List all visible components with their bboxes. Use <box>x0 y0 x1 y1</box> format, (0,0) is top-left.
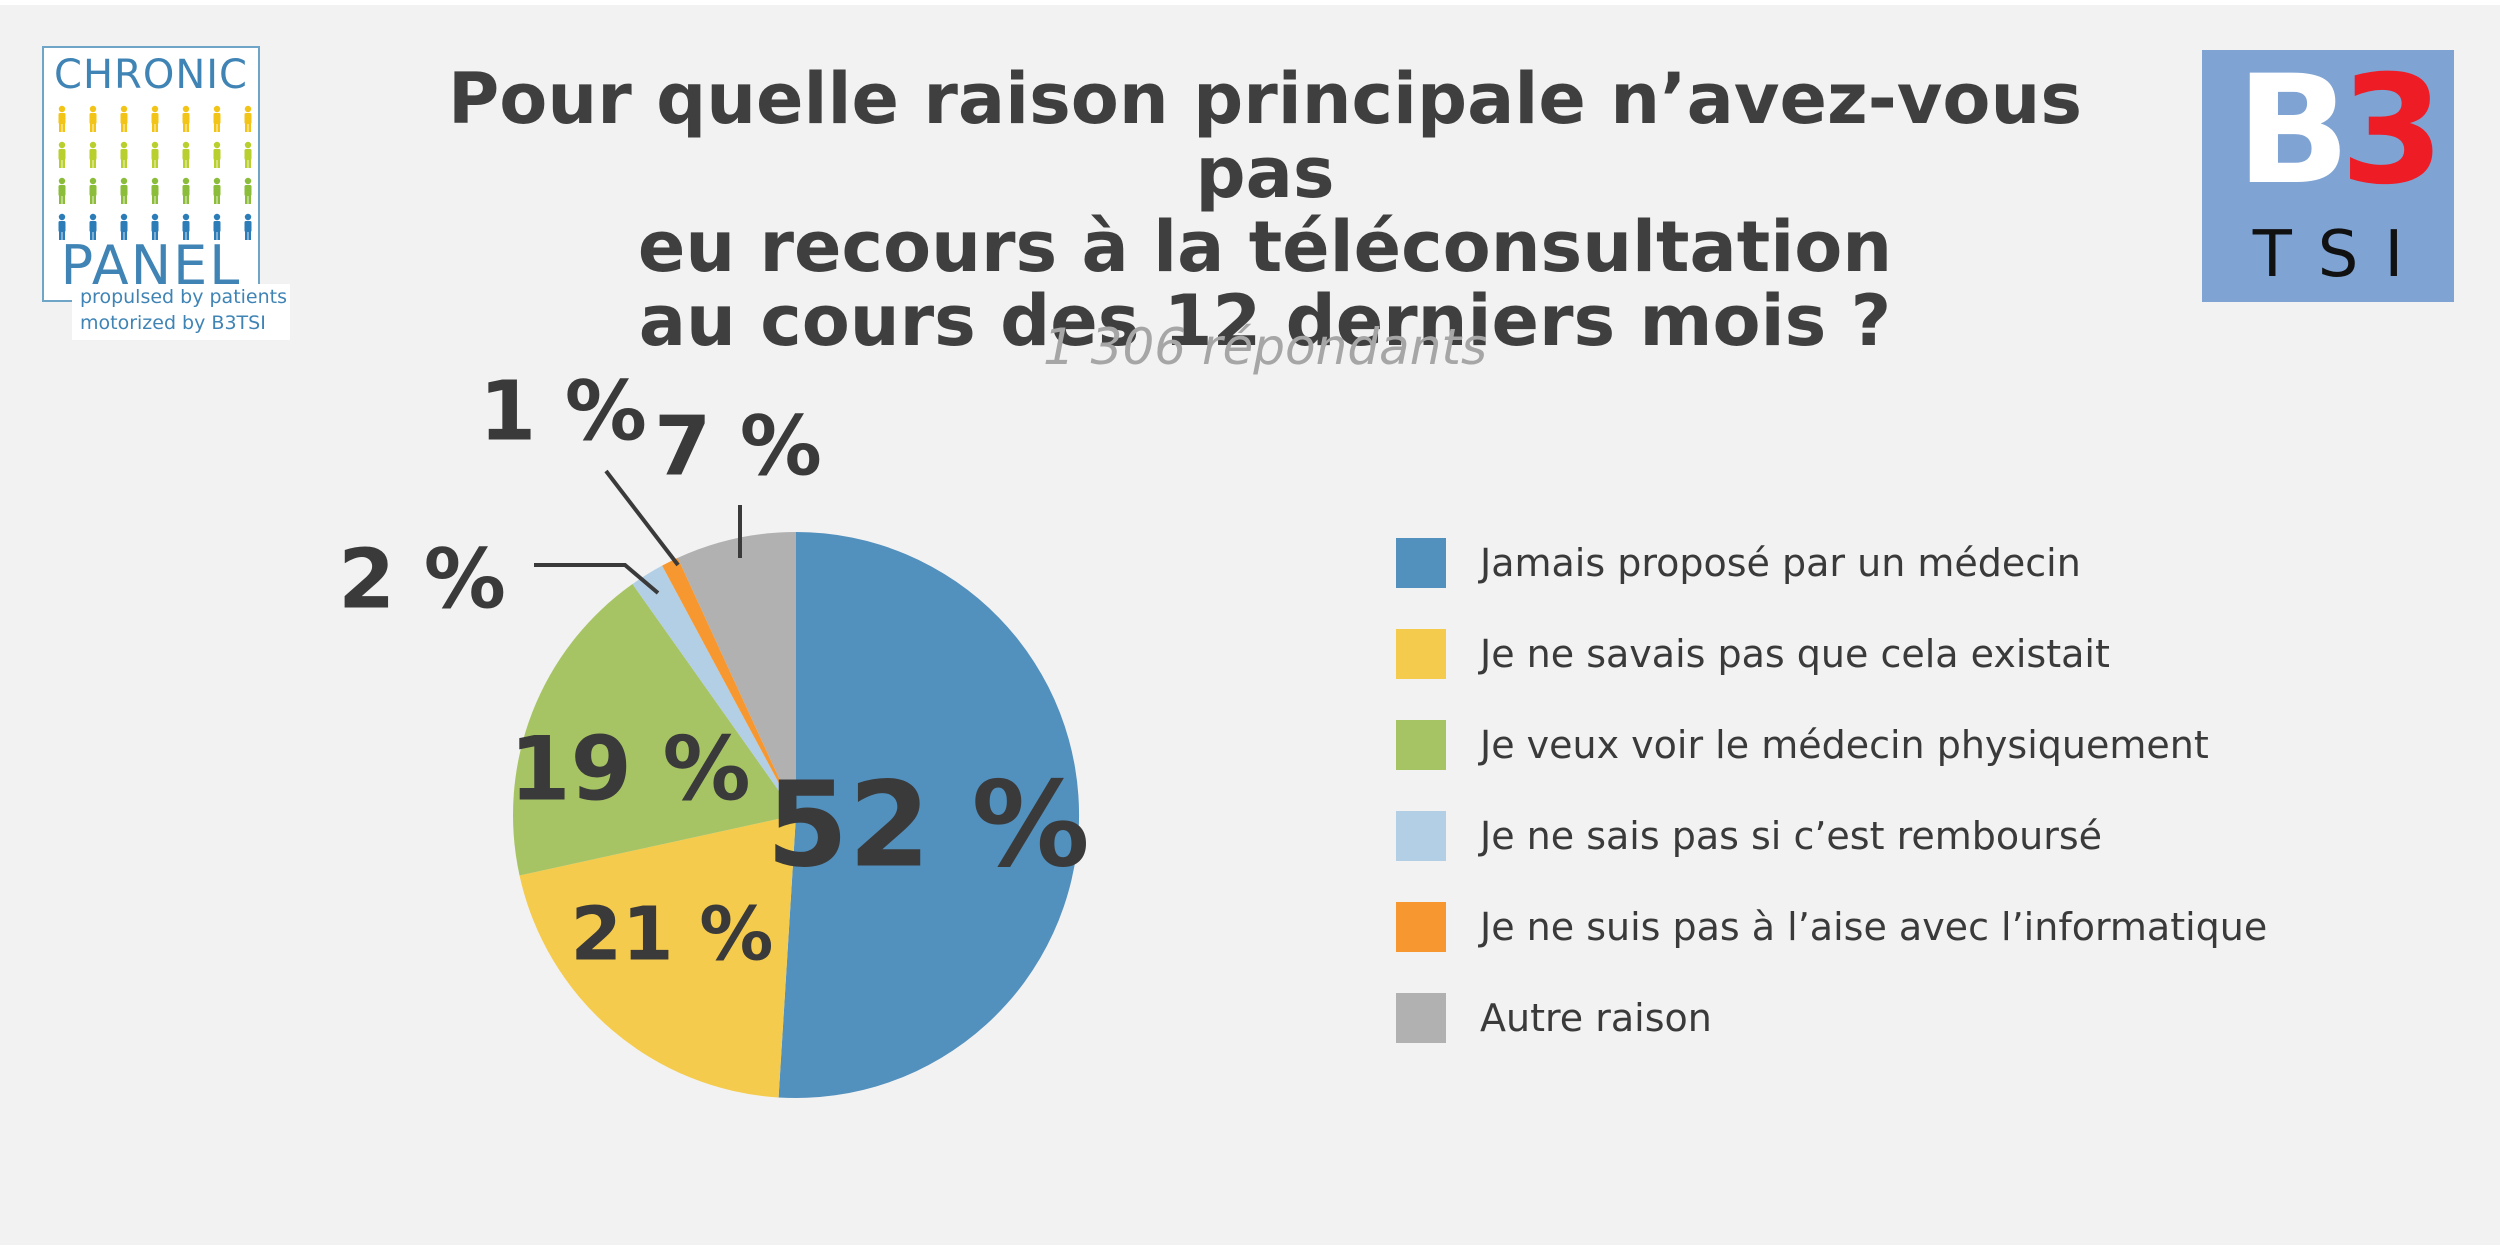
person-icon <box>89 213 97 240</box>
chart-title: Pour quelle raison principale n’avez-vou… <box>400 62 2130 358</box>
title-line-3: au cours des 12 derniers mois ? <box>638 280 1892 362</box>
legend-swatch <box>1396 993 1446 1043</box>
leader-line <box>604 469 680 567</box>
person-icon <box>182 177 190 204</box>
legend-label: Je ne savais pas que cela existait <box>1480 632 2110 676</box>
b3-logo-tsi: TSI <box>2252 218 2430 292</box>
pie-slice <box>778 532 1080 1098</box>
pie-slice <box>677 532 796 815</box>
legend-swatch <box>1396 538 1446 588</box>
pie-slice <box>662 557 796 815</box>
slice-data-label: 21 % <box>571 892 774 978</box>
person-icon <box>244 177 252 204</box>
person-icon <box>120 213 128 240</box>
legend-swatch <box>1396 720 1446 770</box>
pie-slice <box>512 584 796 876</box>
person-icon <box>213 177 221 204</box>
legend-swatch <box>1396 811 1446 861</box>
person-icon <box>58 213 66 240</box>
person-icon <box>151 213 159 240</box>
title-line-1: Pour quelle raison principale n’avez-vou… <box>448 58 2082 214</box>
person-icon <box>244 141 252 168</box>
person-icon <box>213 213 221 240</box>
slice-data-label: 52 % <box>766 755 1090 893</box>
person-icon <box>89 177 97 204</box>
person-icon <box>213 141 221 168</box>
person-icon <box>58 105 66 132</box>
respondent-count: 1 306 répondants <box>1042 318 1488 376</box>
top-border <box>0 0 2500 5</box>
legend-swatch <box>1396 902 1446 952</box>
person-icon <box>244 213 252 240</box>
person-icon <box>182 213 190 240</box>
chronic-panel-logo: CHRONIC PANEL <box>42 46 260 302</box>
legend-label: Jamais proposé par un médecin <box>1480 541 2081 585</box>
person-icon <box>151 177 159 204</box>
tagline-line-1: propulsed by patients <box>80 286 288 308</box>
person-icon <box>58 177 66 204</box>
person-icon <box>89 105 97 132</box>
b3-logo-digit-3: 3 <box>2340 44 2445 218</box>
person-icon <box>120 105 128 132</box>
person-icon <box>89 141 97 168</box>
legend-label: Je veux voir le médecin physiquement <box>1480 723 2209 767</box>
legend-label: Je ne sais pas si c’est remboursé <box>1480 814 2103 858</box>
slice-data-label: 7 % <box>654 400 822 495</box>
bottom-border <box>0 1245 2500 1255</box>
slice-data-label: 2 % <box>338 533 506 628</box>
pie-slice <box>519 815 796 1098</box>
title-line-2: eu recours à la téléconsultation <box>637 206 1893 288</box>
slice-data-label: 19 % <box>509 718 750 821</box>
tagline-line-2: motorized by B3TSI <box>80 312 266 334</box>
legend-swatch <box>1396 629 1446 679</box>
people-icon-grid <box>58 105 252 240</box>
logo-word-chronic: CHRONIC <box>54 52 248 98</box>
legend-label: Je ne suis pas à l’aise avec l’informati… <box>1480 905 2268 949</box>
b3-logo-letter-b: B <box>2236 44 2351 218</box>
pie-slice <box>632 565 796 815</box>
slice-data-label: 1 % <box>479 365 647 460</box>
person-icon <box>151 105 159 132</box>
person-icon <box>182 105 190 132</box>
legend-label: Autre raison <box>1480 996 1712 1040</box>
person-icon <box>244 105 252 132</box>
person-icon <box>151 141 159 168</box>
person-icon <box>120 177 128 204</box>
chronic-panel-tagline: propulsed by patients motorized by B3TSI <box>72 284 290 340</box>
person-icon <box>120 141 128 168</box>
person-icon <box>58 141 66 168</box>
leader-line <box>534 563 660 595</box>
person-icon <box>182 141 190 168</box>
person-icon <box>213 105 221 132</box>
b3tsi-logo: B 3 TSI <box>2202 50 2454 302</box>
